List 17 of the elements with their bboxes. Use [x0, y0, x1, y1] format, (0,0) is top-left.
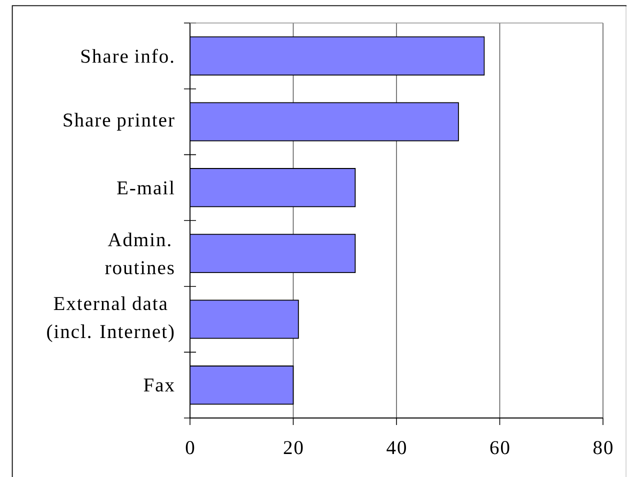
y-tick-label: External data (incl. Internet)	[47, 296, 174, 342]
y-tick-label: Admin. routines	[105, 232, 174, 274]
x-tick-label: 80	[593, 441, 612, 454]
x-tick-label: 0	[186, 441, 194, 454]
y-tick-label: Share printer	[64, 112, 174, 131]
x-tick-label: 20	[284, 441, 303, 454]
x-tick-label: 60	[490, 441, 510, 454]
y-tick-label: Share info.	[81, 48, 174, 63]
bar	[190, 102, 459, 142]
y-tick-label: E-mail	[117, 180, 174, 194]
bar	[190, 366, 294, 405]
bar	[190, 168, 356, 208]
bar	[190, 36, 485, 76]
y-tick-label: Fax	[144, 378, 174, 392]
bar	[190, 300, 299, 339]
x-tick-label: 40	[386, 441, 406, 454]
bar	[190, 234, 356, 273]
